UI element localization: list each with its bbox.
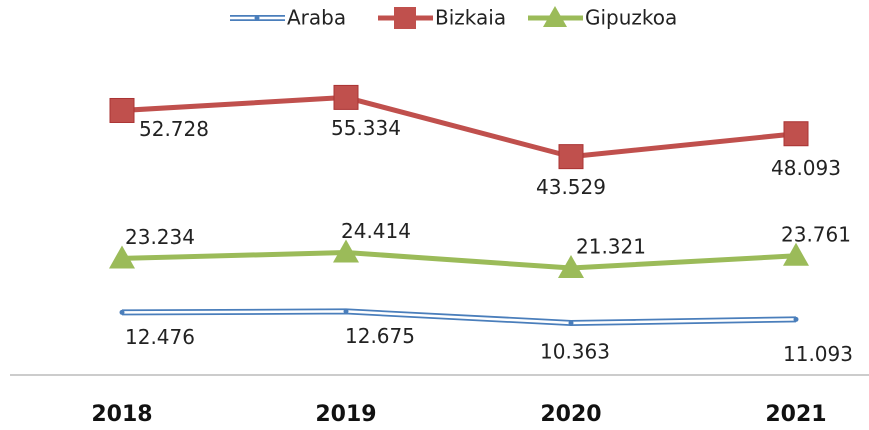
marker xyxy=(333,84,359,110)
data-label: 10.363 xyxy=(540,340,610,364)
marker xyxy=(783,121,809,147)
data-label: 24.414 xyxy=(341,219,411,243)
data-label: 48.093 xyxy=(771,156,841,180)
data-label: 43.529 xyxy=(536,175,606,199)
marker xyxy=(558,255,584,279)
data-label: 55.334 xyxy=(331,116,401,140)
legend-marker xyxy=(254,15,260,21)
marker xyxy=(119,309,125,315)
legend-marker xyxy=(543,6,567,27)
legend-label: Araba xyxy=(287,6,346,30)
series-line xyxy=(121,94,797,160)
series-line-inner xyxy=(121,310,797,325)
legend-label: Gipuzkoa xyxy=(585,6,677,30)
x-tick-label: 2018 xyxy=(91,402,152,427)
x-tick-label: 2019 xyxy=(315,402,376,427)
data-label: 12.675 xyxy=(345,324,415,348)
data-label: 52.728 xyxy=(139,117,209,141)
marker xyxy=(793,316,799,322)
x-tick-label: 2021 xyxy=(765,402,826,427)
marker xyxy=(783,242,809,266)
data-label: 23.761 xyxy=(781,222,851,246)
marker xyxy=(109,97,135,123)
marker xyxy=(568,320,574,326)
x-tick-label: 2020 xyxy=(540,402,601,427)
series-line xyxy=(121,250,797,271)
data-label: 12.476 xyxy=(125,325,195,349)
marker xyxy=(333,239,359,263)
marker xyxy=(558,144,584,170)
marker xyxy=(343,308,349,314)
legend-marker xyxy=(394,7,416,29)
data-label: 11.093 xyxy=(783,342,853,366)
marker xyxy=(109,245,135,269)
data-label: 21.321 xyxy=(576,235,646,259)
data-label: 23.234 xyxy=(125,225,195,249)
legend-label: Bizkaia xyxy=(435,6,506,30)
